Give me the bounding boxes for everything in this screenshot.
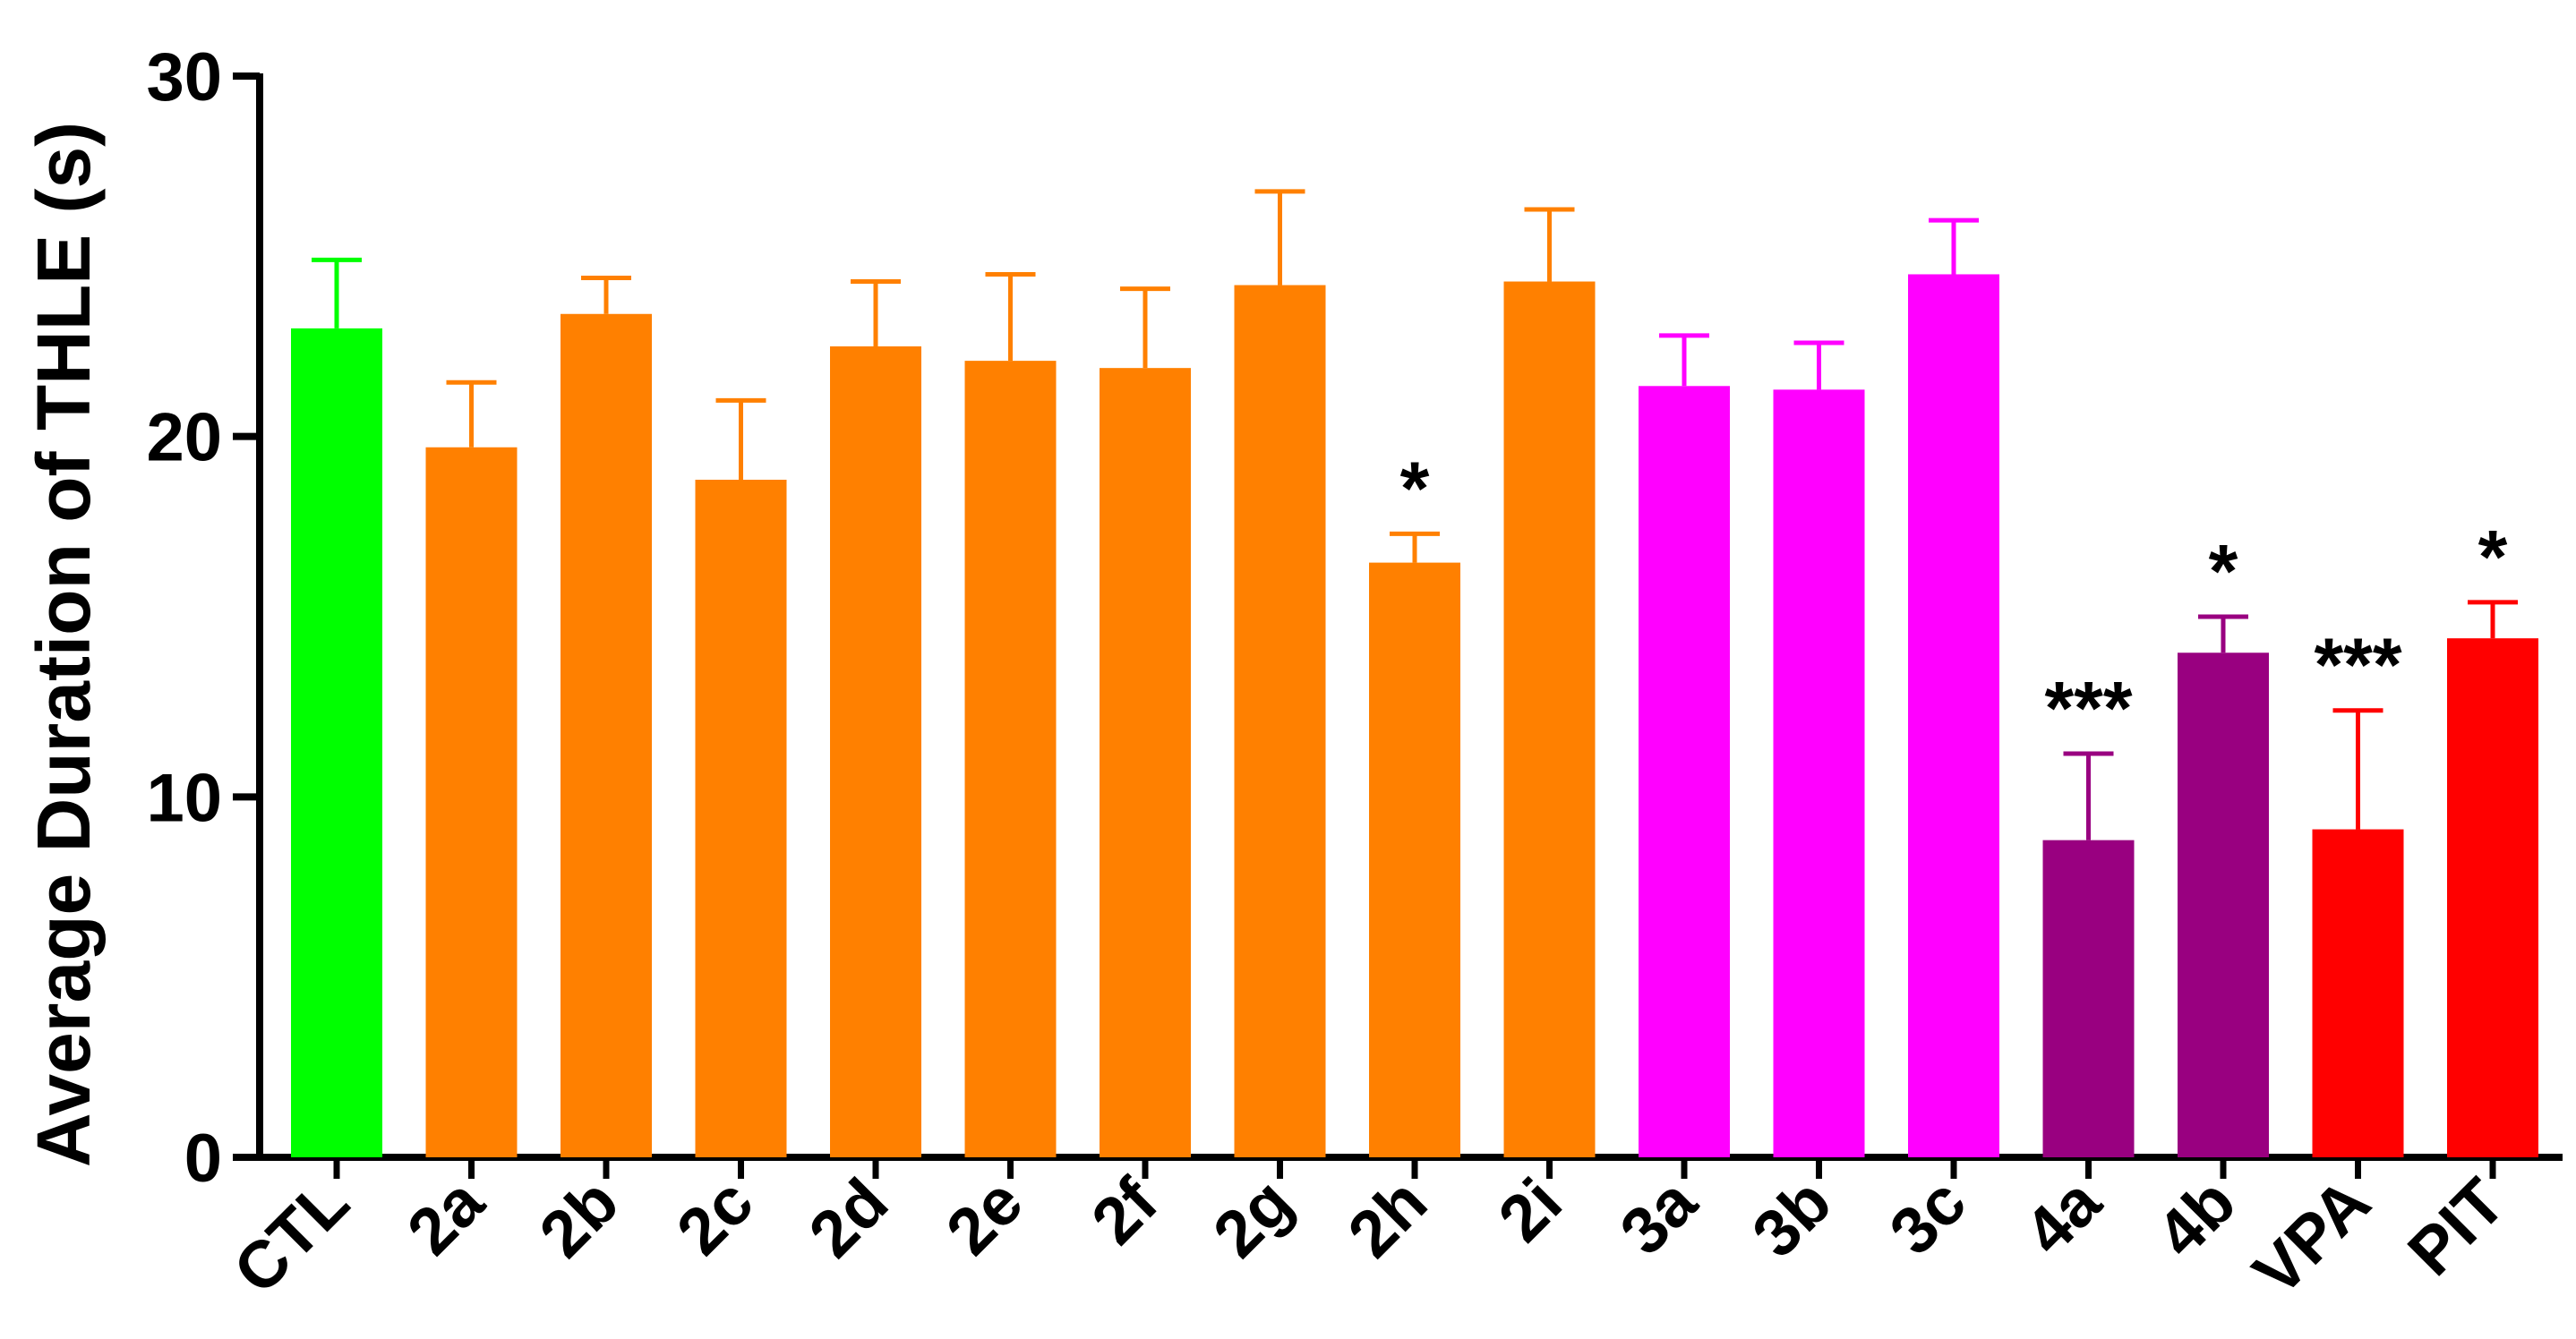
x-tick-label: 2a — [393, 1164, 498, 1268]
x-tick-label: 2d — [795, 1164, 903, 1272]
x-tick-label: VPA — [2238, 1164, 2383, 1309]
x-tick-label: 4a — [2010, 1164, 2115, 1268]
bars — [291, 274, 2538, 1158]
y-tick-label: 0 — [184, 1121, 222, 1197]
bar — [830, 346, 921, 1157]
x-tick-label: 2h — [1334, 1164, 1442, 1272]
bar — [1908, 274, 1999, 1157]
y-tick-label: 30 — [146, 39, 222, 115]
error-bars — [312, 189, 2518, 840]
bar — [2042, 840, 2135, 1157]
bar — [2447, 638, 2538, 1157]
x-tick-label: 3a — [1605, 1164, 1710, 1268]
bar — [1369, 562, 1460, 1157]
x-tick-label: 2e — [932, 1164, 1037, 1269]
bar — [695, 479, 787, 1157]
bar — [1503, 281, 1596, 1157]
bar — [291, 328, 382, 1157]
x-tick-label: 2f — [1077, 1164, 1171, 1258]
y-tick-label: 10 — [146, 760, 222, 836]
significance-marker: * — [1400, 446, 1430, 530]
bar — [425, 447, 518, 1157]
y-tick-label: 20 — [146, 400, 222, 476]
bar — [1234, 285, 1326, 1158]
bar — [2178, 652, 2269, 1157]
bar — [1639, 386, 1730, 1157]
x-tick-label: 2g — [1199, 1164, 1306, 1272]
x-tick-label: 3b — [1738, 1164, 1845, 1272]
significance-marker: *** — [2314, 623, 2401, 707]
bar — [964, 361, 1057, 1157]
x-tick-label: 2c — [663, 1164, 767, 1269]
bar — [1773, 389, 1865, 1157]
x-tick-label: 4b — [2143, 1164, 2250, 1272]
x-tick-label: 2i — [1484, 1164, 1575, 1256]
significance-marker: * — [2209, 529, 2238, 613]
bar — [2312, 829, 2404, 1157]
significance-marker: * — [2478, 515, 2508, 599]
bar — [561, 313, 652, 1157]
x-tick-label: 2b — [526, 1164, 633, 1272]
x-tick-label: CTL — [219, 1164, 363, 1308]
x-tick-label: PIT — [2393, 1164, 2519, 1290]
bar — [1100, 368, 1191, 1157]
y-axis-label: Average Duration of THLE (s) — [21, 122, 106, 1167]
significance-marker: *** — [2044, 666, 2132, 750]
x-tick-label: 3c — [1875, 1164, 1980, 1269]
